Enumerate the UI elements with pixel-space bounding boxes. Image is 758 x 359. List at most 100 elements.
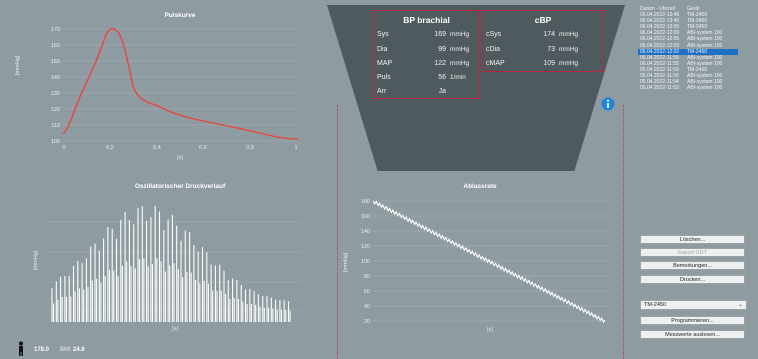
bemerkungen-button[interactable]: Bemerkungen... xyxy=(640,261,745,270)
person-icon xyxy=(19,341,23,356)
pulse-ytick: 120 xyxy=(51,107,60,113)
cbp-cdia-value: 73 xyxy=(547,46,555,53)
measurement-date: 06.04.2022-13:05 xyxy=(640,24,680,31)
pulse-xticks: 0 0,2 0,4 0,6 0,8 1 xyxy=(62,145,297,151)
pulse-ylabel: [mmHg] xyxy=(15,55,21,75)
measurement-date: 06.04.2022-12:09 xyxy=(640,30,680,37)
messwerte-auslesen-button[interactable]: Messwerte auslesen... xyxy=(640,330,745,339)
measurement-device: ABI-system 100 xyxy=(687,42,723,49)
cbp-csys-value: 174 xyxy=(543,31,555,38)
measurement-date: 06.04.2022-12:05 xyxy=(640,36,680,43)
measurement-device: ABI-system 100 xyxy=(687,60,723,67)
bp-map-label: MAP xyxy=(377,60,393,67)
guide-left xyxy=(337,105,338,359)
ablass-xlabel: [s] xyxy=(487,327,493,333)
ablass-chart-title: Ablassrate xyxy=(463,183,497,190)
measurement-date: 06.04.2022-13:40 xyxy=(640,18,680,25)
cbp-cdia-label: cDia xyxy=(486,46,501,53)
ablass-ytick: 180 xyxy=(361,199,370,205)
measurement-date: 05.04.2022-11:59 xyxy=(640,66,679,73)
loeschen-button[interactable]: Löschen... xyxy=(640,235,745,244)
ablass-ytick: 20 xyxy=(364,319,370,325)
ablass-ytick: 100 xyxy=(361,259,370,265)
measurement-device: ABI-system 100 xyxy=(687,73,723,80)
measurement-date: 06.04.2022-11:55 xyxy=(640,60,679,67)
measurement-row[interactable]: 05.04.2022-11:53 ABI-system 100 xyxy=(638,85,738,91)
ablass-grid xyxy=(373,200,607,322)
cbp-cmap-label: cMAP xyxy=(486,60,505,67)
measurement-date: 05.04.2022-11:56 xyxy=(640,73,679,80)
pulse-xtick: 1 xyxy=(294,145,297,151)
measurement-date: 06.04.2022-13:46 xyxy=(640,12,680,19)
cbp-csys-label: cSys xyxy=(486,31,502,38)
pulse-ytick: 170 xyxy=(51,27,60,33)
chevron-down-icon: ⌄ xyxy=(737,302,743,308)
measurement-date: 06.04.2022-12:03 xyxy=(640,42,680,49)
pulse-xtick: 0,6 xyxy=(199,145,207,151)
bp-map-value: 122 xyxy=(434,60,446,67)
measurement-row[interactable]: 06.04.2022-12:03 ABI-system 100 xyxy=(638,43,738,49)
measurement-device: ABI-system 100 xyxy=(687,85,723,92)
bp-sys-value: 169 xyxy=(434,31,446,38)
cbp-cmap-unit: mmHg xyxy=(559,60,579,67)
bmi-value: 24.6 xyxy=(73,347,85,353)
patient-height: 178.0 xyxy=(34,347,50,353)
ablass-ytick: 120 xyxy=(361,244,370,250)
ablass-curve xyxy=(372,200,606,324)
measurement-row[interactable]: 06.04.2022-12:05 ABI-system 100 xyxy=(638,36,738,42)
cbp-cmap-value: 109 xyxy=(543,60,555,67)
measurement-list-header: Datum - Uhrzeit Gerät xyxy=(638,6,738,12)
pulse-xtick: 0,8 xyxy=(246,145,254,151)
bp-arr-label: Arr xyxy=(377,88,387,95)
bp-dia-label: Dia xyxy=(377,46,388,53)
osc-signal xyxy=(51,205,291,322)
measurement-row[interactable]: 05.04.2022-11:56 ABI-system 100 xyxy=(638,73,738,79)
device-select[interactable]: TM-2450 ⌄ xyxy=(640,300,747,310)
measurement-row[interactable]: 06.04.2022-13:46 TM-2450 xyxy=(638,12,738,18)
ablass-ytick: 140 xyxy=(361,229,370,235)
pulse-chart: 170 160 150 140 130 120 110 100 0 0,2 0,… xyxy=(51,27,299,161)
ablass-ytick: 160 xyxy=(361,214,370,220)
bmi-label: BMI xyxy=(60,347,71,353)
measurement-row[interactable]: 06.04.2022-12:09 ABI-system 100 xyxy=(638,30,738,36)
ablass-yticks: 180 160 140 120 100 80 60 40 20 xyxy=(361,199,370,325)
pulse-yticks: 170 160 150 140 130 120 110 100 xyxy=(51,27,60,145)
osc-ylabel: [mmHg] xyxy=(33,250,39,270)
bp-brachial-box: BP brachial xyxy=(373,10,480,99)
ablass-ylabel: [mmHg] xyxy=(343,252,349,272)
pulse-xtick: 0 xyxy=(62,145,65,151)
drucken-button[interactable]: Drucken... xyxy=(640,275,745,284)
measurement-device: ABI-system 100 xyxy=(687,79,723,86)
bp-dia-value: 99 xyxy=(438,46,446,53)
measurement-row[interactable]: 06.04.2022-11:59 ABI-system 100 xyxy=(638,55,738,61)
header-device: Gerät xyxy=(687,6,700,12)
bp-arr-value: Ja xyxy=(438,88,446,95)
cbp-box: cBP xyxy=(482,10,604,72)
measurement-row[interactable]: 06.04.2022-12:02 TM-2450 xyxy=(638,48,738,55)
measurement-date: 06.04.2022-11:59 xyxy=(640,54,679,61)
measurement-row[interactable]: 06.04.2022-13:40 TM-2450 xyxy=(638,18,738,24)
bp-brachial-title: BP brachial xyxy=(403,15,450,25)
ablass-ytick: 80 xyxy=(364,274,370,280)
bp-sys-unit: mmHg xyxy=(450,31,470,38)
guide-right xyxy=(623,105,624,359)
export-gdt-button[interactable]: Export GDT xyxy=(640,248,745,257)
ablass-chart: 180 160 140 120 100 80 60 40 20 [s] xyxy=(361,199,607,333)
measurement-row[interactable]: 05.04.2022-11:59 TM-2450 xyxy=(638,67,738,73)
measurement-device: TM-2450 xyxy=(687,24,708,31)
programmieren-button[interactable]: Programmieren... xyxy=(640,316,745,325)
info-icon[interactable] xyxy=(601,97,615,111)
pulse-xlabel: [s] xyxy=(177,155,183,161)
pulse-xtick: 0,2 xyxy=(106,145,114,151)
measurement-device: ABI-system 100 xyxy=(687,36,723,43)
measurement-list: Datum - Uhrzeit Gerät 06.04.2022-13:46 TM-… xyxy=(638,6,738,91)
osc-chart: [s] xyxy=(45,205,302,332)
bp-puls-label: Puls xyxy=(377,74,391,81)
pulse-ytick: 110 xyxy=(51,123,60,129)
measurement-row[interactable]: 06.04.2022-13:05 TM-2450 xyxy=(638,24,738,30)
pulse-ytick: 140 xyxy=(51,75,60,81)
bp-puls-value: 56 xyxy=(438,74,446,81)
cbp-csys-unit: mmHg xyxy=(559,31,579,38)
measurement-row[interactable]: 06.04.2022-11:55 ABI-system 100 xyxy=(638,61,738,67)
measurement-row[interactable]: 05.04.2022-11:54 ABI-system 100 xyxy=(638,79,738,85)
